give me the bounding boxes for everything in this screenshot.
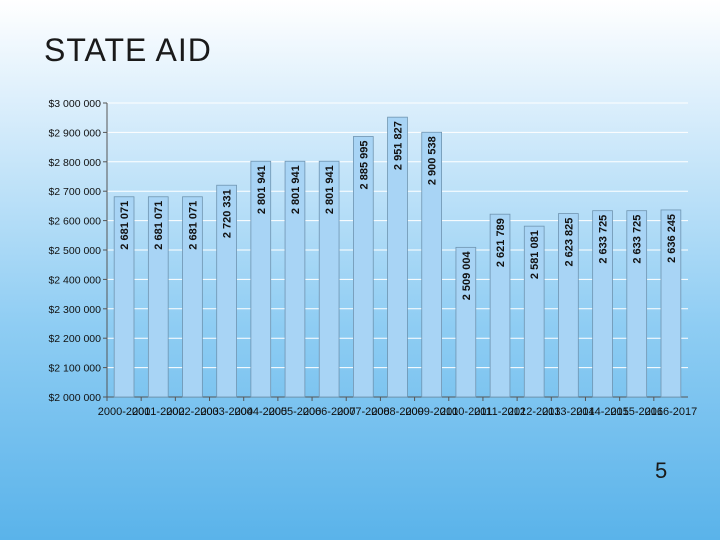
axes: $2 000 000 $2 100 000 $2 200 000 $2 300 000… — [48, 98, 697, 418]
bar — [387, 116, 408, 398]
data-label: 2 581 081 — [529, 230, 541, 279]
bar — [660, 209, 682, 398]
bar — [113, 196, 135, 398]
y-tick-label: $2 700 000 — [48, 186, 101, 198]
data-labels: 2 681 071 2 681 071 2 681 071 2 720 331 2 80… — [119, 121, 678, 300]
bar — [489, 213, 511, 398]
x-tick-label: 2007-2008 — [337, 406, 390, 418]
data-label: 2 681 071 — [153, 201, 165, 250]
bar — [421, 131, 442, 398]
bar — [216, 184, 237, 398]
bar — [592, 210, 613, 398]
data-label: 2 509 004 — [461, 250, 473, 300]
x-tick-label: 2015-2016 — [610, 406, 663, 418]
bar — [626, 210, 648, 398]
y-tick-label: $2 200 000 — [48, 333, 101, 345]
data-label: 2 681 071 — [187, 201, 199, 250]
x-tick-label: 2013-2014 — [542, 406, 595, 418]
y-tick-label: $2 400 000 — [48, 274, 101, 286]
y-tick-label: $2 900 000 — [48, 127, 101, 139]
x-tick-label: 2006-2007 — [303, 406, 356, 418]
y-tick-label: $2 000 000 — [48, 392, 101, 404]
data-label: 2 801 941 — [324, 165, 336, 214]
bar — [250, 160, 272, 398]
data-label: 2 633 725 — [632, 215, 644, 264]
bar — [318, 160, 340, 398]
x-tick-label: 2012-2013 — [508, 406, 561, 418]
x-tick-label: 2009-2010 — [405, 406, 458, 418]
y-tick-label: $2 100 000 — [48, 363, 101, 375]
data-label: 2 623 825 — [563, 218, 575, 267]
x-tick-label: 2010-2011 — [440, 406, 492, 418]
y-tick-label: $2 600 000 — [48, 216, 101, 228]
bar — [523, 225, 545, 398]
x-tick-label: 2002-2003 — [166, 406, 219, 418]
data-label: 2 636 245 — [666, 214, 678, 263]
data-label: 2 951 827 — [393, 121, 405, 170]
x-tick-label: 2004-2005 — [234, 406, 287, 418]
data-label: 2 801 941 — [290, 165, 302, 214]
y-tick-label: $2 500 000 — [48, 245, 101, 257]
x-tick-label: 2000-2001 — [98, 406, 151, 418]
data-label: 2 885 995 — [358, 141, 370, 190]
x-tick-label: 2014-2015 — [576, 406, 629, 418]
bar — [558, 213, 579, 398]
page-number: 5 — [655, 458, 668, 483]
bar — [147, 196, 169, 398]
data-label: 2 801 941 — [256, 165, 268, 214]
y-tick-label: $2 800 000 — [48, 157, 101, 169]
y-tick-label: $2 300 000 — [48, 304, 101, 316]
data-label: 2 720 331 — [222, 189, 234, 238]
bars — [113, 116, 682, 398]
data-label: 2 900 538 — [427, 136, 439, 185]
bar — [182, 196, 203, 398]
x-tick-label: 2003-2004 — [200, 406, 253, 418]
y-tick-label: $3 000 000 — [48, 98, 101, 110]
bar — [284, 160, 306, 398]
x-tick-label: 2005-2006 — [269, 406, 322, 418]
x-tick-label: 2011-2012 — [474, 406, 526, 418]
x-tick-label: 2001-2002 — [132, 406, 185, 418]
data-label: 2 633 725 — [598, 215, 610, 264]
x-tick-label: 2016-2017 — [645, 406, 698, 418]
x-tick-label: 2008-2009 — [371, 406, 424, 418]
data-label: 2 681 071 — [119, 201, 131, 250]
bar — [353, 136, 374, 398]
bar — [455, 246, 477, 398]
data-label: 2 621 789 — [495, 218, 507, 267]
slide-title: STATE AID — [44, 32, 212, 68]
